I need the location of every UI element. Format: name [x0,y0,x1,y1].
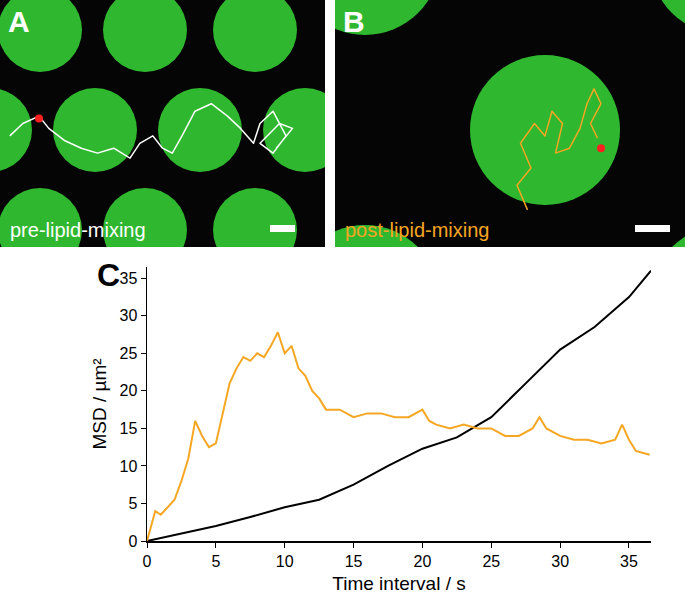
svg-text:5: 5 [128,495,137,512]
svg-text:30: 30 [551,553,569,570]
svg-text:20: 20 [414,553,432,570]
svg-text:A: A [8,5,30,38]
svg-text:25: 25 [482,553,500,570]
svg-text:10: 10 [276,553,294,570]
svg-text:0: 0 [128,533,137,550]
svg-text:Time interval / s: Time interval / s [332,573,465,594]
svg-text:MSD / µm²: MSD / µm² [89,358,110,449]
svg-text:5: 5 [211,553,220,570]
svg-text:10: 10 [120,458,138,475]
svg-text:post-lipid-mixing: post-lipid-mixing [345,219,490,241]
svg-text:25: 25 [120,345,138,362]
svg-text:30: 30 [120,307,138,324]
svg-text:20: 20 [120,382,138,399]
svg-text:pre-lipid-mixing: pre-lipid-mixing [10,219,146,241]
svg-text:35: 35 [620,553,638,570]
svg-text:35: 35 [120,270,138,287]
svg-text:B: B [343,5,365,38]
svg-text:C: C [97,257,120,293]
svg-text:15: 15 [120,420,138,437]
svg-text:0: 0 [143,553,152,570]
svg-text:15: 15 [345,553,363,570]
